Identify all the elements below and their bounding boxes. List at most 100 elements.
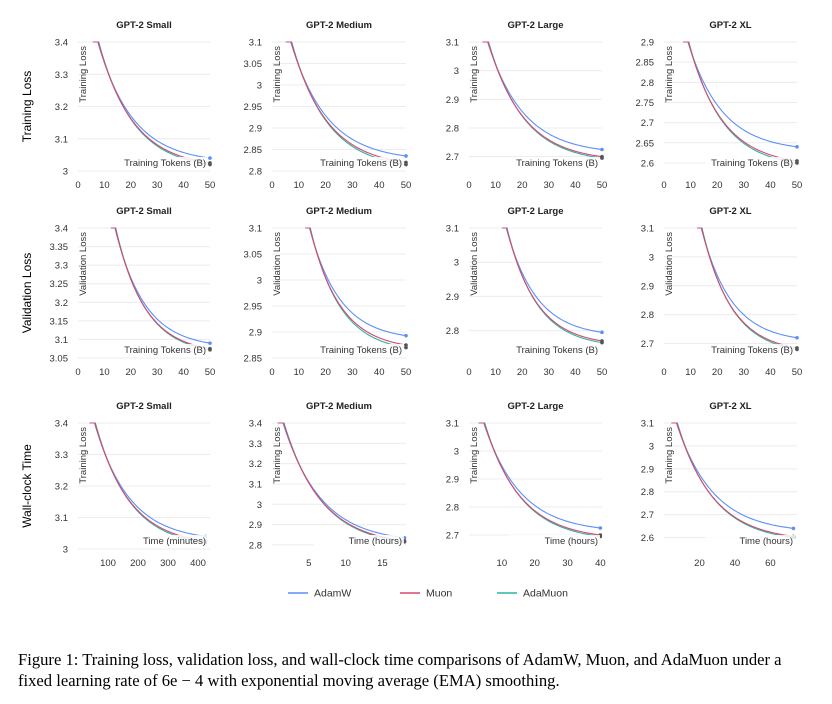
subplot-title: GPT-2 Medium bbox=[306, 206, 372, 217]
y-tick-label: 3.1 bbox=[55, 134, 68, 145]
y-axis-label: Training Loss bbox=[664, 46, 675, 103]
series-end-point-adamw bbox=[208, 156, 212, 160]
subplot: 2.6 2.7 2.8 2.9 3 3.1 20 40 60 GPT-2 XL Time (hour… bbox=[641, 401, 797, 569]
x-axis-label: Training Tokens (B) bbox=[516, 345, 598, 356]
y-tick-label: 2.8 bbox=[446, 124, 459, 135]
subplot-title: GPT-2 Small bbox=[116, 401, 171, 412]
y-tick-label: 2.85 bbox=[244, 145, 263, 156]
y-tick-label: 3 bbox=[649, 252, 654, 263]
y-axis-label: Training Loss bbox=[78, 46, 89, 103]
series-line-adamuon bbox=[93, 41, 211, 166]
x-tick-label: 15 bbox=[377, 558, 388, 569]
subplot: 2.85 2.9 2.95 3 3.05 3.1 0 10 20 30 40 50 GPT-2 Medi… bbox=[244, 206, 412, 378]
y-tick-label: 3 bbox=[454, 66, 459, 77]
series-line-muon bbox=[502, 227, 603, 342]
series-end-point-adamw bbox=[600, 330, 604, 335]
y-tick-label: 2.65 bbox=[636, 138, 655, 149]
x-tick-label: 10 bbox=[99, 180, 110, 191]
y-tick-label: 3 bbox=[454, 447, 459, 458]
x-tick-label: 50 bbox=[597, 180, 608, 191]
subplot-title: GPT-2 Medium bbox=[306, 401, 372, 412]
x-tick-label: 300 bbox=[160, 558, 176, 569]
subplot: 2.8 2.9 3 3.1 3.2 3.3 3.4 5 10 15 GPT-2 Medium Time… bbox=[249, 401, 407, 569]
subplot-title: GPT-2 Large bbox=[508, 206, 564, 217]
y-tick-label: 2.95 bbox=[244, 302, 263, 313]
series-end-point-muon bbox=[208, 346, 212, 351]
series-line-adamuon bbox=[502, 227, 603, 344]
x-tick-label: 200 bbox=[130, 558, 146, 569]
series-end-point-adamuon bbox=[404, 345, 408, 350]
figure: Training Loss Validation Loss Wall-clock T… bbox=[20, 20, 803, 600]
x-axis-label: Time (minutes) bbox=[143, 536, 206, 547]
y-tick-label: 3.1 bbox=[249, 479, 262, 490]
y-tick-label: 3.25 bbox=[50, 279, 69, 290]
x-axis-label-background bbox=[510, 535, 600, 546]
series-line-adamw bbox=[285, 41, 407, 157]
y-tick-label: 3.35 bbox=[50, 242, 69, 253]
x-tick-label: 40 bbox=[374, 367, 385, 378]
x-tick-label: 0 bbox=[661, 367, 666, 378]
x-tick-label: 40 bbox=[595, 558, 606, 569]
legend-label-adamw: AdamW bbox=[314, 588, 351, 600]
x-tick-label: 0 bbox=[466, 180, 471, 191]
y-tick-label: 3.05 bbox=[50, 354, 69, 365]
subplot-title: GPT-2 Large bbox=[508, 20, 564, 31]
y-tick-label: 2.9 bbox=[249, 328, 262, 339]
series-line-adamuon bbox=[697, 227, 798, 350]
x-axis-label-background bbox=[510, 157, 600, 168]
x-axis-label-background bbox=[118, 344, 208, 355]
series-end-point-adamw bbox=[795, 335, 799, 340]
series-line-adamuon bbox=[286, 41, 407, 166]
x-tick-label: 40 bbox=[374, 180, 385, 191]
x-axis-label: Time (hours) bbox=[349, 536, 403, 547]
y-tick-label: 3.1 bbox=[249, 224, 262, 235]
subplot: 2.6 2.65 2.7 2.75 2.8 2.85 2.9 0 10 20 30 40 50 GPT-2… bbox=[636, 20, 803, 191]
subplot: 2.8 2.9 3 3.1 0 10 20 30 40 50 GPT-2 Large Training… bbox=[446, 206, 608, 378]
x-tick-label: 50 bbox=[401, 180, 412, 191]
y-tick-label: 2.9 bbox=[641, 38, 654, 49]
series-line-muon bbox=[278, 422, 405, 542]
x-tick-label: 30 bbox=[739, 180, 750, 191]
x-tick-label: 20 bbox=[712, 367, 723, 378]
y-tick-label: 2.9 bbox=[446, 95, 459, 106]
x-tick-label: 50 bbox=[597, 367, 608, 378]
x-tick-label: 20 bbox=[126, 180, 137, 191]
subplot-title: GPT-2 XL bbox=[709, 206, 751, 217]
series-line-adamuon bbox=[305, 227, 407, 349]
x-tick-label: 30 bbox=[347, 367, 358, 378]
x-axis-label: Training Tokens (B) bbox=[124, 345, 206, 356]
y-tick-label: 2.8 bbox=[249, 540, 262, 551]
series-line-adamuon bbox=[278, 422, 405, 543]
x-tick-label: 0 bbox=[75, 180, 80, 191]
series-end-point-muon bbox=[208, 161, 212, 165]
row-label: Wall-clock Time bbox=[20, 444, 34, 528]
y-tick-label: 3.3 bbox=[55, 261, 68, 272]
y-tick-label: 2.8 bbox=[446, 326, 459, 337]
y-axis-label: Validation Loss bbox=[664, 232, 675, 296]
y-tick-label: 3 bbox=[63, 545, 68, 556]
y-axis-label: Training Loss bbox=[272, 46, 283, 103]
y-tick-label: 2.8 bbox=[446, 503, 459, 514]
x-tick-label: 0 bbox=[661, 180, 666, 191]
x-tick-label: 0 bbox=[269, 180, 274, 191]
legend-label-adamuon: AdaMuon bbox=[523, 588, 568, 600]
x-tick-label: 0 bbox=[466, 367, 471, 378]
y-tick-label: 2.9 bbox=[641, 464, 654, 475]
x-tick-label: 20 bbox=[712, 180, 723, 191]
series-line-muon bbox=[286, 41, 407, 163]
y-tick-label: 2.7 bbox=[446, 531, 459, 542]
y-tick-label: 3 bbox=[257, 500, 262, 511]
series-line-muon bbox=[671, 422, 794, 537]
x-tick-label: 30 bbox=[544, 367, 555, 378]
y-tick-label: 3.4 bbox=[55, 224, 68, 235]
series-end-point-muon bbox=[795, 159, 799, 163]
y-tick-label: 3 bbox=[649, 441, 654, 452]
x-tick-label: 40 bbox=[178, 180, 189, 191]
series-line-adamw bbox=[478, 422, 601, 529]
y-axis-label: Training Loss bbox=[469, 427, 480, 484]
y-axis-label: Validation Loss bbox=[78, 232, 89, 296]
y-tick-label: 2.9 bbox=[249, 124, 262, 135]
y-axis-label: Training Loss bbox=[272, 427, 283, 484]
x-axis-label-background bbox=[705, 344, 795, 355]
figure-caption: Figure 1: Training loss, validation loss… bbox=[18, 650, 782, 690]
